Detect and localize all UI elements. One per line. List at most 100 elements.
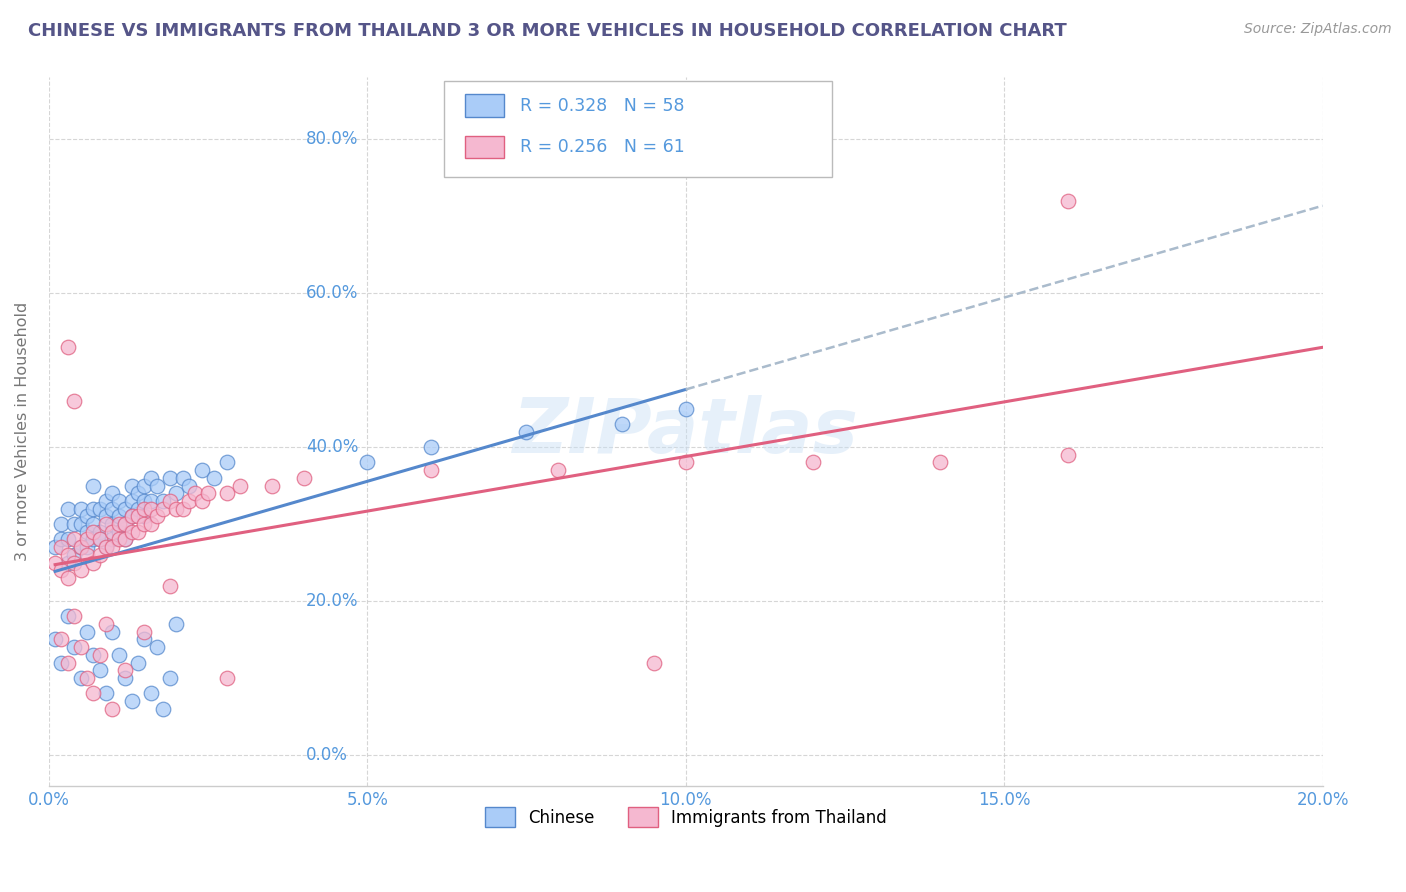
Point <box>127 509 149 524</box>
Point <box>56 571 79 585</box>
Text: ZIPatlas: ZIPatlas <box>513 394 859 468</box>
Point <box>146 478 169 492</box>
Point <box>101 486 124 500</box>
Point <box>1056 448 1078 462</box>
Point <box>89 524 111 539</box>
Point <box>63 548 86 562</box>
Point <box>134 478 156 492</box>
Point <box>165 501 187 516</box>
Point <box>76 540 98 554</box>
Point <box>152 702 174 716</box>
Point <box>76 533 98 547</box>
Point <box>217 671 239 685</box>
Point <box>101 501 124 516</box>
Point <box>134 516 156 531</box>
Point <box>190 463 212 477</box>
Point <box>177 494 200 508</box>
Point <box>159 471 181 485</box>
Point <box>127 656 149 670</box>
Point <box>76 624 98 639</box>
Point <box>51 563 73 577</box>
Point <box>114 663 136 677</box>
Point <box>114 671 136 685</box>
Point <box>114 533 136 547</box>
Point <box>63 533 86 547</box>
Point <box>56 656 79 670</box>
Bar <box>465 95 503 117</box>
Point <box>63 640 86 655</box>
Point <box>114 516 136 531</box>
Point <box>101 524 124 539</box>
Point <box>121 524 143 539</box>
Point <box>82 556 104 570</box>
Point <box>63 609 86 624</box>
Point <box>44 556 66 570</box>
Point <box>419 440 441 454</box>
Point <box>94 540 117 554</box>
Point <box>139 686 162 700</box>
Point <box>69 501 91 516</box>
Point <box>184 486 207 500</box>
Point <box>69 516 91 531</box>
Text: 40.0%: 40.0% <box>307 438 359 456</box>
Point <box>56 501 79 516</box>
Point <box>139 516 162 531</box>
Point <box>51 516 73 531</box>
Point <box>69 640 91 655</box>
Point <box>89 533 111 547</box>
Point <box>51 632 73 647</box>
Text: CHINESE VS IMMIGRANTS FROM THAILAND 3 OR MORE VEHICLES IN HOUSEHOLD CORRELATION : CHINESE VS IMMIGRANTS FROM THAILAND 3 OR… <box>28 22 1067 40</box>
Point <box>139 501 162 516</box>
Point <box>44 632 66 647</box>
Point <box>108 648 131 662</box>
Point <box>94 509 117 524</box>
Point <box>292 471 315 485</box>
Point <box>217 486 239 500</box>
Point <box>127 486 149 500</box>
Point <box>146 640 169 655</box>
Point <box>675 401 697 416</box>
Text: 0.0%: 0.0% <box>307 746 347 764</box>
Point <box>356 455 378 469</box>
Point <box>63 516 86 531</box>
Text: R = 0.328   N = 58: R = 0.328 N = 58 <box>520 96 685 115</box>
Point <box>82 648 104 662</box>
Legend: Chinese, Immigrants from Thailand: Chinese, Immigrants from Thailand <box>478 800 893 834</box>
Point <box>114 533 136 547</box>
Point <box>165 617 187 632</box>
Point <box>108 494 131 508</box>
Point <box>108 509 131 524</box>
Point <box>44 540 66 554</box>
Point <box>217 455 239 469</box>
Point <box>114 516 136 531</box>
Text: R = 0.256   N = 61: R = 0.256 N = 61 <box>520 138 685 156</box>
Point <box>56 548 79 562</box>
Point <box>82 686 104 700</box>
Point <box>159 579 181 593</box>
Text: 60.0%: 60.0% <box>307 284 359 302</box>
Point <box>101 702 124 716</box>
Point <box>152 501 174 516</box>
Y-axis label: 3 or more Vehicles in Household: 3 or more Vehicles in Household <box>15 302 30 561</box>
Point <box>56 340 79 354</box>
Point <box>76 509 98 524</box>
Point <box>159 494 181 508</box>
Point <box>82 501 104 516</box>
Point <box>134 624 156 639</box>
Point <box>159 671 181 685</box>
Point <box>139 471 162 485</box>
Point <box>82 533 104 547</box>
Point <box>108 516 131 531</box>
Point <box>197 486 219 500</box>
Point <box>610 417 633 431</box>
Point <box>89 548 111 562</box>
Point <box>1056 194 1078 208</box>
FancyBboxPatch shape <box>444 81 832 177</box>
Point <box>108 533 131 547</box>
Point <box>101 624 124 639</box>
Point <box>51 540 73 554</box>
Point <box>172 471 194 485</box>
Point <box>94 617 117 632</box>
Point <box>76 524 98 539</box>
Point <box>801 455 824 469</box>
